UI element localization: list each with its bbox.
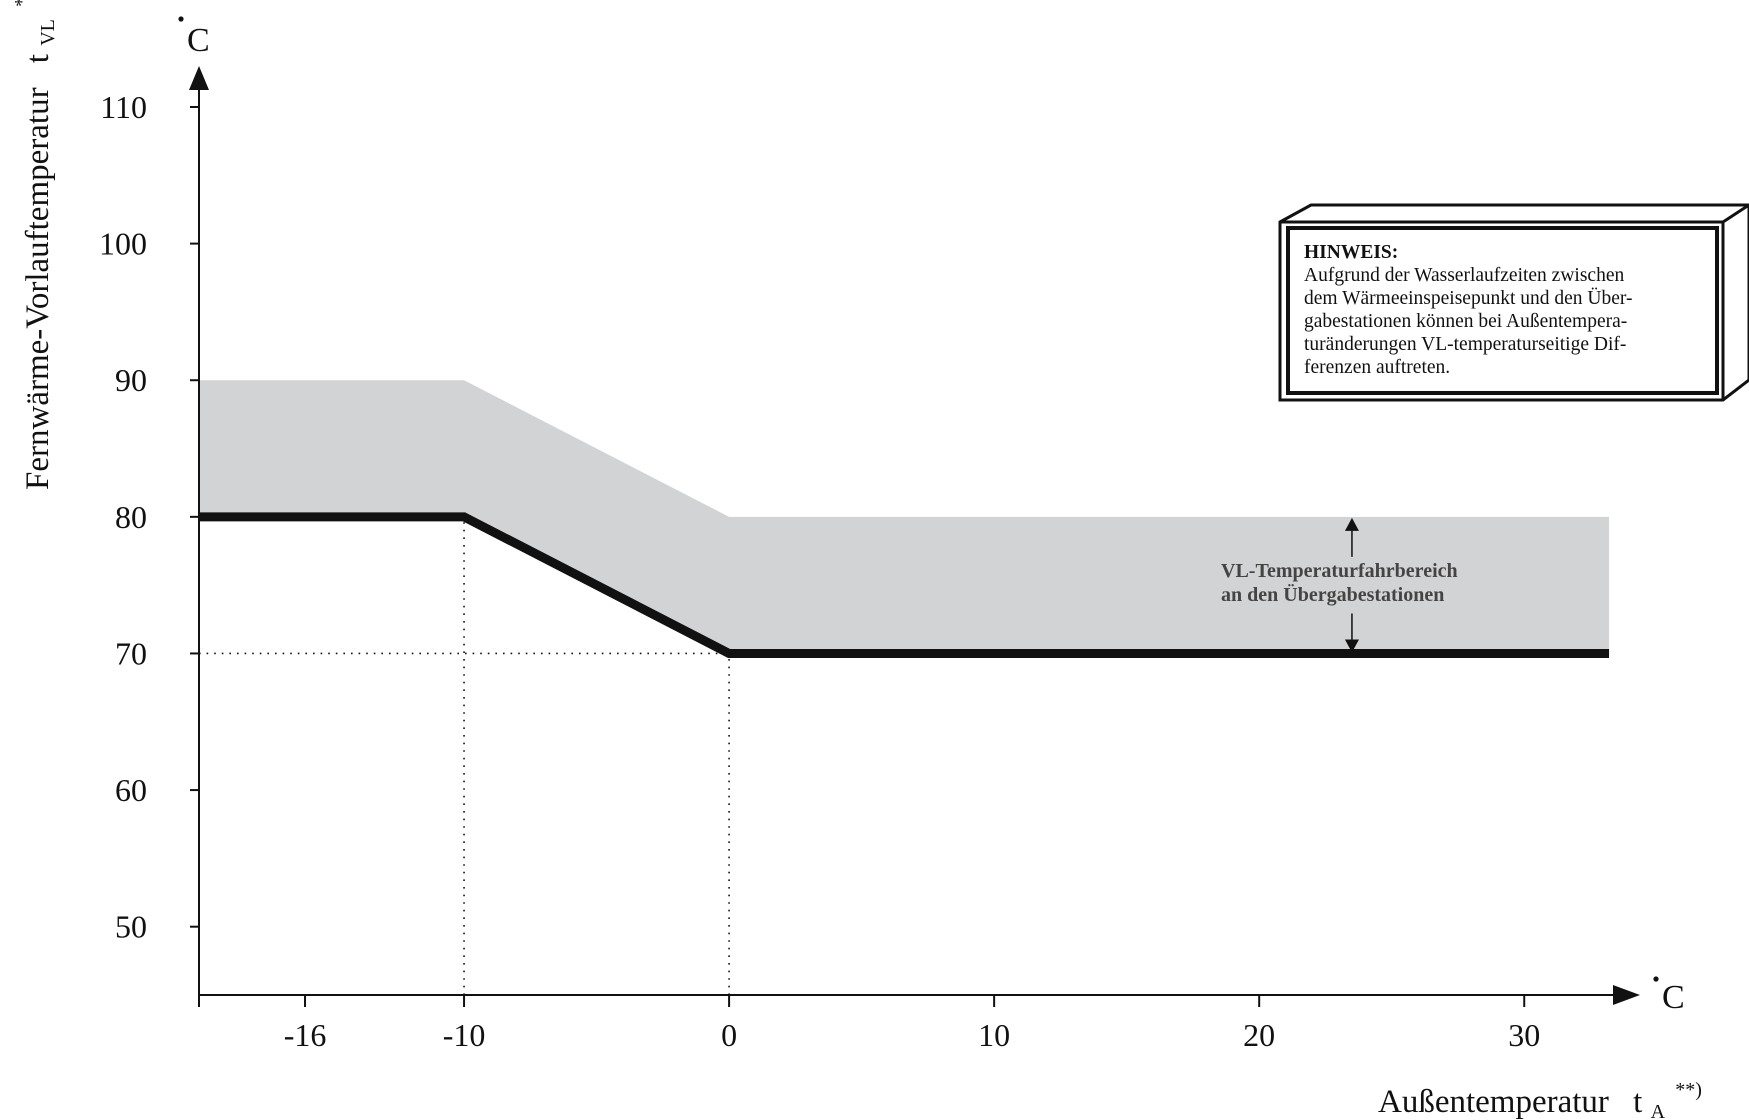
x-axis-title-symbol: t	[1633, 1084, 1642, 1120]
note-line-2: dem Wärmeeinspeisepunkt und den Über-	[1304, 288, 1632, 309]
note-title: HINWEIS:	[1304, 242, 1398, 263]
x-axis-title: Außentemperatur t A **)	[1378, 1079, 1702, 1120]
note-box-edge-corner	[1722, 203, 1749, 224]
x-axis-title-label: Außentemperatur	[1378, 1084, 1609, 1120]
note-line-3: gabestationen können bei Außentempera-	[1304, 311, 1627, 332]
x-tick-label-0: 0	[721, 1017, 737, 1053]
y-unit-label: C	[178, 16, 210, 59]
x-tick-label-10: 10	[978, 1017, 1010, 1053]
range-arrow-up-head	[1344, 517, 1359, 531]
x-tick-label-20: 20	[1243, 1017, 1275, 1053]
note-line-5: ferenzen auftreten.	[1304, 357, 1450, 378]
temperature-band-layer	[199, 380, 1610, 654]
y-tick-label-100: 100	[99, 226, 147, 262]
x-unit-text: C	[1662, 979, 1685, 1016]
ticks-layer: 50 60 70 80 90 100 110 -16 -10 0 10 20 30	[99, 89, 1540, 1053]
y-tick-label-70: 70	[115, 635, 147, 671]
y-unit-text: C	[187, 22, 210, 59]
y-axis-title-symbol: t	[20, 54, 56, 63]
y-axis-title-text: Fernwärme-Vorlauftemperatur t VL *)	[11, 0, 62, 490]
y-tick-label-80: 80	[115, 499, 147, 535]
x-axis-title-superscript: **)	[1675, 1079, 1702, 1101]
series-layer	[198, 512, 1610, 658]
x-axis-arrow	[1613, 985, 1640, 1005]
y-tick-label-90: 90	[115, 362, 147, 398]
x-tick-label--16: -16	[284, 1017, 327, 1053]
reference-lines-layer	[199, 516, 730, 995]
note-line-4: turänderungen VL-temperaturseitige Dif-	[1304, 334, 1626, 355]
axes-layer	[189, 66, 1640, 1005]
x-tick-label--10: -10	[443, 1017, 486, 1053]
x-unit-degree-dot	[1653, 976, 1659, 982]
y-tick-label-50: 50	[115, 909, 147, 945]
series-line-0	[199, 512, 1610, 658]
x-unit-label: C	[1653, 976, 1685, 1016]
y-tick-label-110: 110	[100, 89, 147, 125]
y-axis-title: Fernwärme-Vorlauftemperatur t VL *)	[11, 0, 62, 490]
y-axis-arrow	[189, 66, 209, 90]
x-tick-label-30: 30	[1508, 1017, 1540, 1053]
range-annotation: VL-Temperaturfahrbereich an den Übergabe…	[1221, 517, 1458, 653]
range-annotation-line-2: an den Übergabestationen	[1221, 583, 1444, 606]
y-unit-degree-dot	[178, 16, 184, 22]
temperature-range-band	[199, 380, 1610, 654]
y-axis-title-label: Fernwärme-Vorlauftemperatur	[20, 87, 56, 490]
note-box-inner-frame	[1286, 226, 1719, 395]
note-line-1: Aufgrund der Wasserlaufzeiten zwischen	[1304, 265, 1624, 286]
y-tick-label-60: 60	[115, 772, 147, 808]
y-axis-title-subscript: VL	[37, 19, 59, 46]
range-arrow-down-head	[1344, 639, 1359, 653]
note-box: HINWEIS: Aufgrund der Wasserlaufzeiten z…	[1278, 203, 1749, 402]
x-axis-title-subscript: A	[1651, 1101, 1666, 1120]
range-annotation-line-1: VL-Temperaturfahrbereich	[1221, 560, 1458, 582]
y-axis-title-superscript: *)	[11, 0, 33, 7]
